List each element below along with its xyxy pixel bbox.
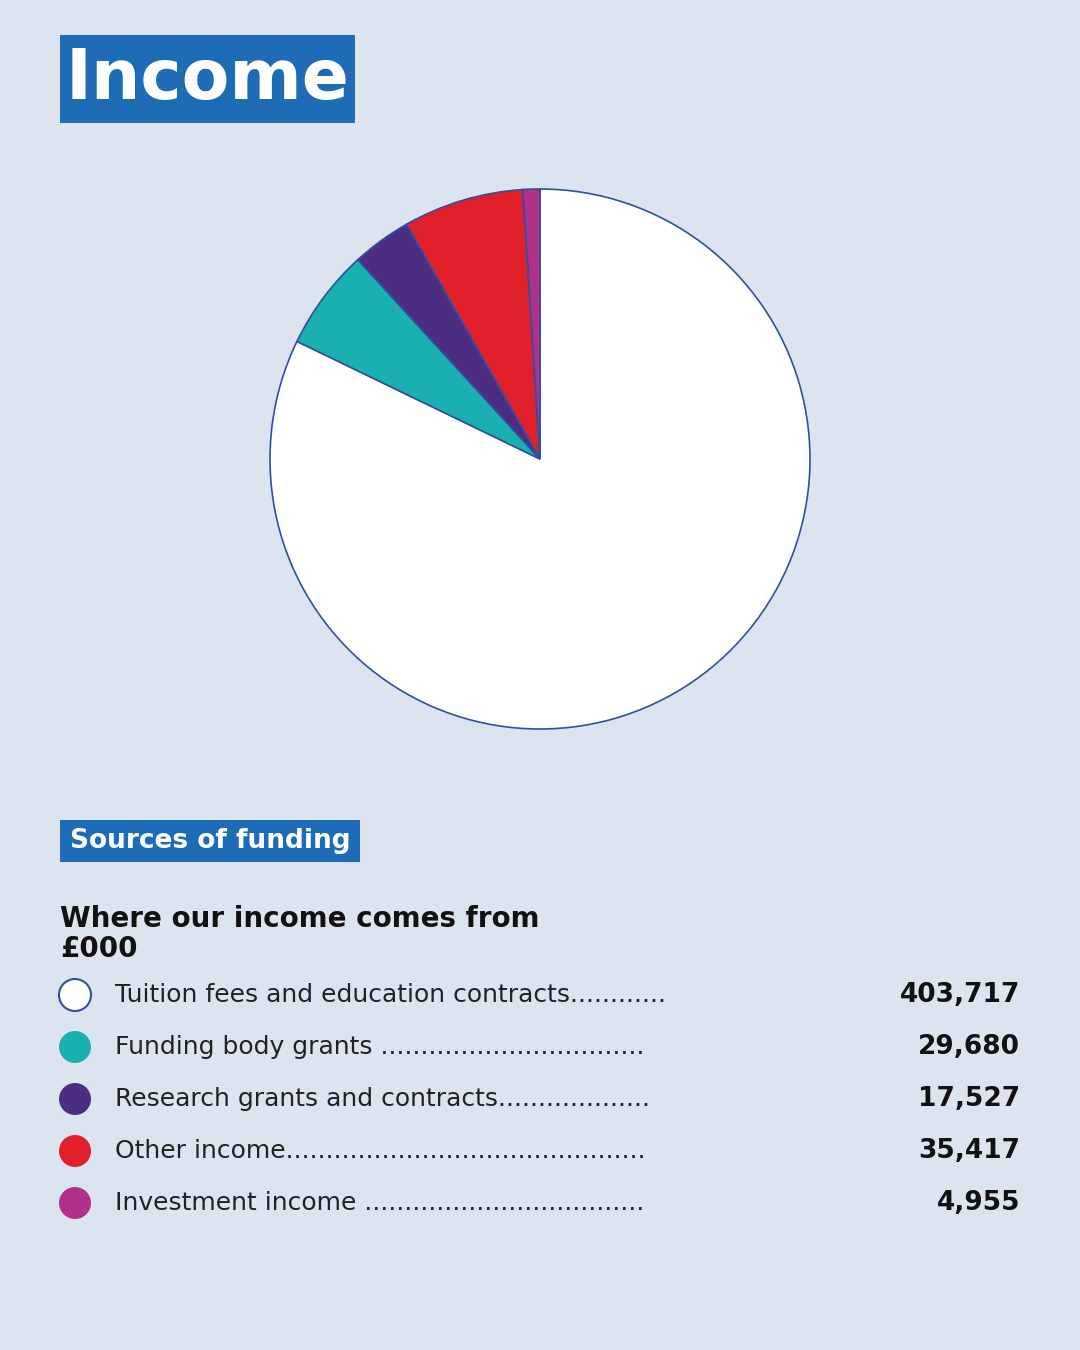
Text: 4,955: 4,955 [936,1189,1020,1216]
Circle shape [59,1135,91,1166]
Text: Investment income ...................................: Investment income ......................… [114,1191,645,1215]
Text: 35,417: 35,417 [918,1138,1020,1164]
FancyBboxPatch shape [60,35,355,123]
Text: Sources of funding: Sources of funding [70,828,350,855]
Wedge shape [523,189,540,459]
Text: Where our income comes from: Where our income comes from [60,904,540,933]
Text: Tuition fees and education contracts............: Tuition fees and education contracts....… [114,983,666,1007]
Text: Other income.............................................: Other income............................… [114,1139,646,1162]
Circle shape [59,1083,91,1115]
Wedge shape [270,189,810,729]
Wedge shape [407,189,540,459]
Text: Research grants and contracts...................: Research grants and contracts...........… [114,1087,650,1111]
Circle shape [59,1187,91,1219]
Circle shape [59,979,91,1011]
Text: 17,527: 17,527 [918,1085,1020,1112]
Circle shape [59,1031,91,1062]
Text: 29,680: 29,680 [918,1034,1020,1060]
Wedge shape [357,224,540,459]
Text: 403,717: 403,717 [900,981,1020,1008]
Text: Income: Income [66,46,350,112]
Text: £000: £000 [60,936,137,963]
Text: Funding body grants .................................: Funding body grants ....................… [114,1035,645,1058]
FancyBboxPatch shape [60,819,360,863]
Wedge shape [297,259,540,459]
